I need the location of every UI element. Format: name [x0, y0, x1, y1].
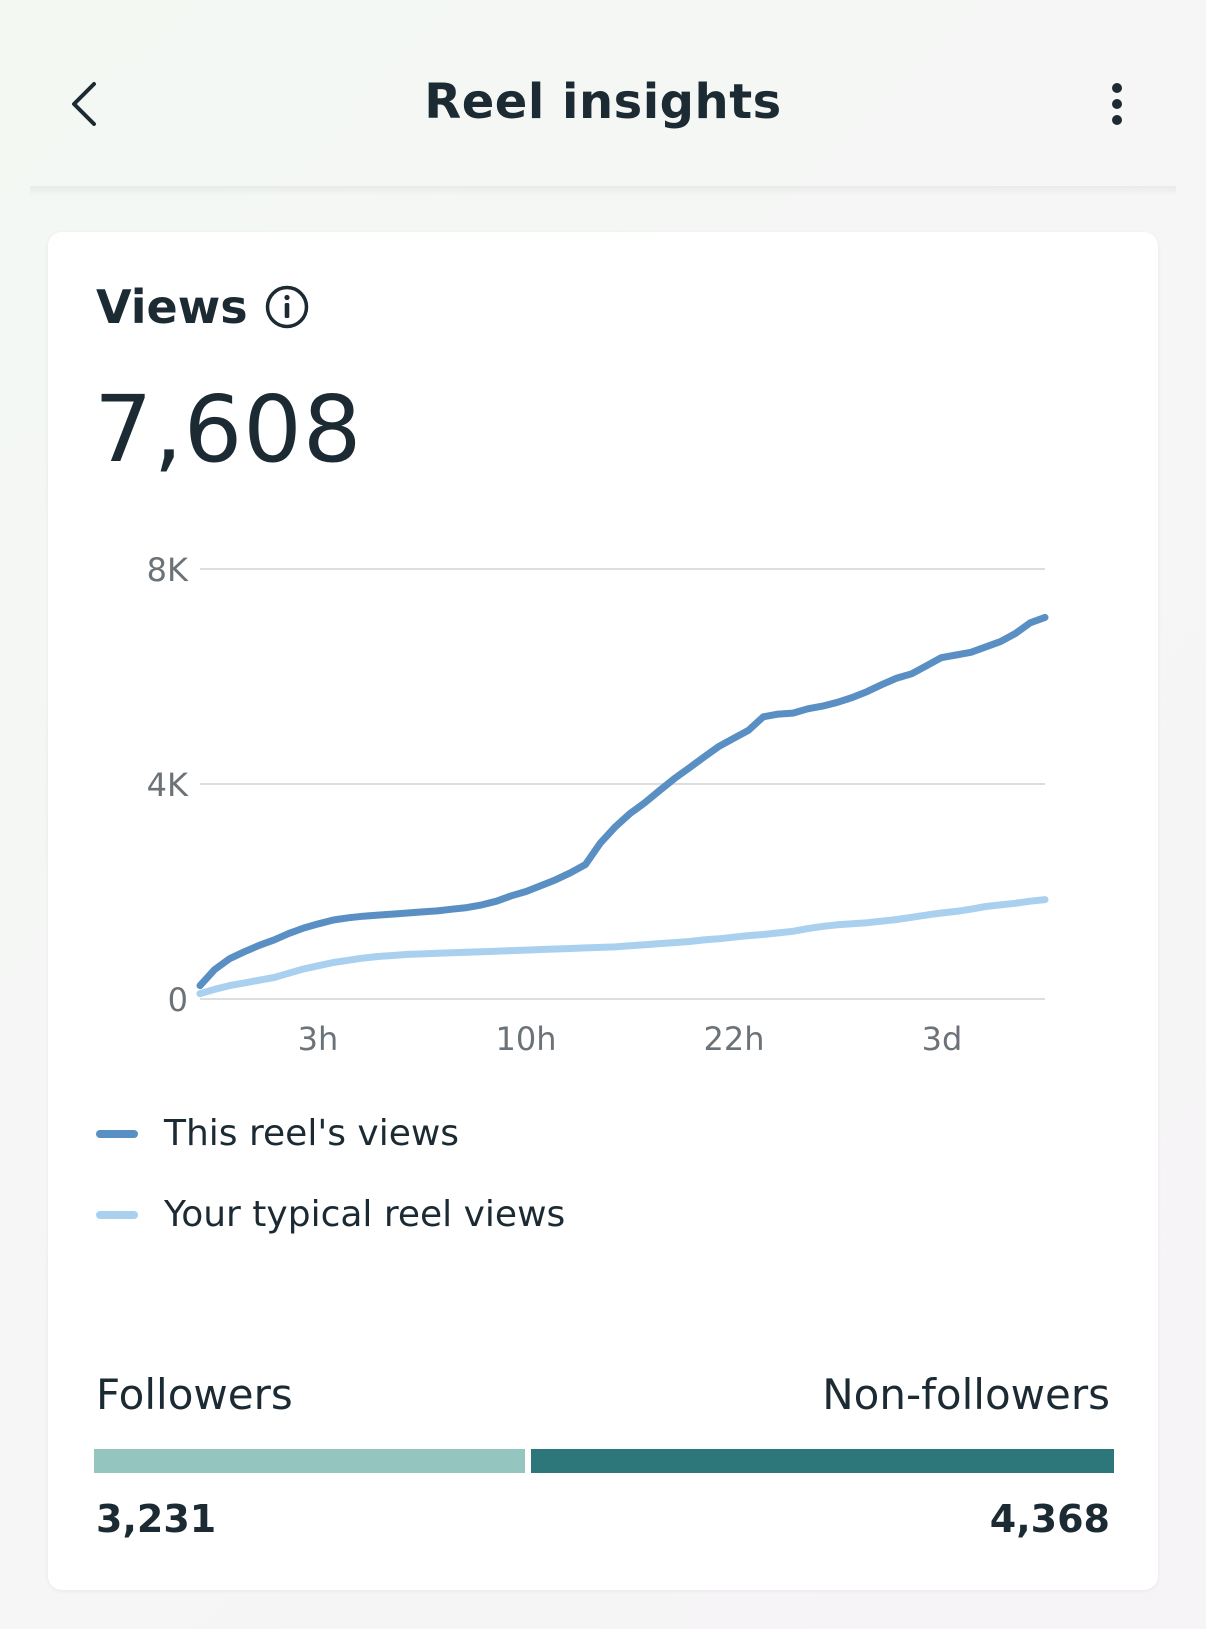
- legend-item-this-reel: This reel's views: [96, 1113, 459, 1154]
- views-total: 7,608: [94, 376, 363, 483]
- info-icon[interactable]: [264, 284, 310, 330]
- x-tick-label: 3h: [298, 1020, 339, 1058]
- views-line-chart: 8K 4K 0 3h 10h 22h 3d: [147, 551, 1049, 1058]
- x-tick-label: 22h: [704, 1020, 765, 1058]
- views-label: Views: [96, 280, 248, 334]
- app-header: Reel insights: [0, 0, 1206, 196]
- chevron-left-icon[interactable]: [64, 78, 108, 130]
- nonfollowers-bar: [531, 1449, 1114, 1473]
- header-divider: [30, 186, 1176, 196]
- series-line-this-reel: [196, 613, 1049, 990]
- legend-swatch-this-reel: [96, 1129, 138, 1138]
- followers-value: 3,231: [96, 1497, 217, 1541]
- nonfollowers-label: Non-followers: [822, 1370, 1110, 1419]
- followers-label: Followers: [96, 1370, 293, 1419]
- views-card: Views 7,608 8K 4K 0 3h 10h 22h 3d This reel's …: [48, 232, 1158, 1590]
- legend-item-typical: Your typical reel views: [96, 1194, 565, 1235]
- views-heading: Views: [96, 280, 310, 334]
- y-tick-label: 0: [168, 981, 188, 1019]
- legend-label-typical: Your typical reel views: [164, 1194, 566, 1235]
- x-tick-label: 10h: [496, 1020, 557, 1058]
- legend-swatch-typical: [96, 1210, 138, 1219]
- y-tick-label: 4K: [147, 766, 189, 804]
- series-line-typical: [196, 896, 1049, 998]
- nonfollowers-value: 4,368: [989, 1497, 1110, 1541]
- followers-bar: [94, 1449, 526, 1473]
- y-tick-label: 8K: [147, 551, 189, 589]
- page-title: Reel insights: [424, 74, 782, 130]
- x-tick-label: 3d: [922, 1020, 963, 1058]
- legend-label-this-reel: This reel's views: [164, 1113, 460, 1154]
- more-vertical-icon[interactable]: [1098, 80, 1136, 128]
